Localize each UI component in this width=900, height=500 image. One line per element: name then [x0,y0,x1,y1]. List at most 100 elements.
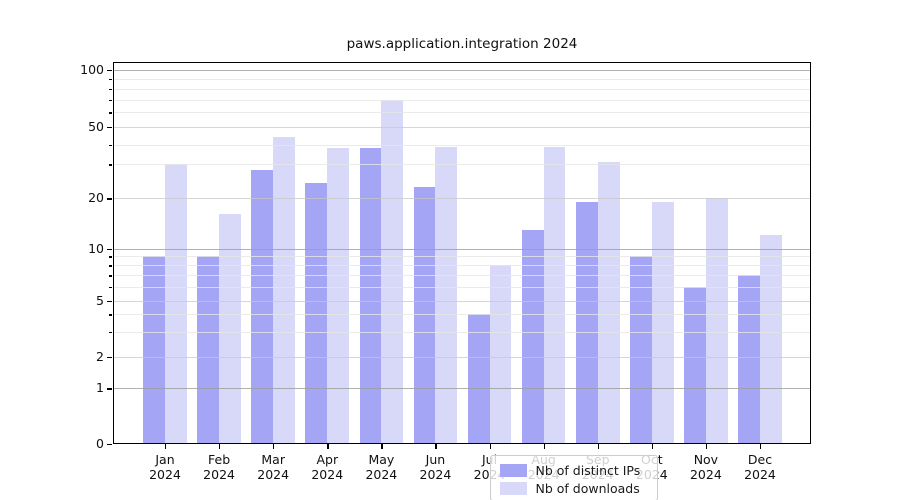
bar-distinct-ips-may [359,148,382,443]
gridline-y-40 [113,145,810,146]
x-label-month: Mar [261,452,285,467]
bar-downloads-apr [327,148,350,443]
gridline-y-8 [113,265,810,267]
bar-distinct-ips-apr [305,183,328,443]
x-tick-label-apr: Apr 2024 [295,452,359,482]
x-tick-nov [705,443,708,449]
x-tick-label-feb: Feb 2024 [187,452,251,482]
x-label-month: Feb [208,452,231,467]
x-label-month: Jan [155,452,175,467]
x-tick-sep [597,443,600,449]
y-minor-tick-9 [109,256,112,258]
bar-distinct-ips-feb [197,256,220,443]
x-label-year: 2024 [365,467,398,482]
bar-downloads-jul [489,265,512,443]
x-label-year: 2024 [744,467,776,482]
y-tick-1 [107,388,112,390]
x-label-month: Jun [425,452,446,467]
y-tick-10 [107,248,112,250]
x-tick-label-jun: Jun 2024 [403,452,467,482]
y-tick-label-2: 2 [96,349,104,364]
bar-distinct-ips-oct [630,256,652,443]
x-tick-label-mar: Mar 2024 [241,452,305,482]
x-tick-aug [543,443,545,449]
x-tick-may [381,443,383,449]
y-tick-label-20: 20 [88,190,104,206]
gridline-y-100 [113,70,810,71]
gridline-y-2 [113,357,810,358]
y-tick-0 [107,443,112,445]
gridline-y-7 [113,275,810,277]
x-tick-oct [651,443,654,449]
x-tick-label-may: May 2024 [349,452,413,482]
y-tick-label-0: 0 [96,435,104,451]
x-tick-jul [489,443,491,449]
y-minor-tick-8 [109,265,112,267]
gridline-y-1 [113,388,810,390]
bar-downloads-may [381,99,404,443]
gridline-y-10 [113,248,810,250]
y-minor-tick-3 [109,332,112,334]
legend-item-downloads: Nb of downloads [499,479,649,497]
y-tick-label-1: 1 [96,380,104,396]
y-tick-100 [107,70,112,72]
gridline-y-3 [113,332,810,334]
gridline-y-20 [113,198,810,200]
y-minor-tick-40 [109,145,112,147]
y-tick-label-100: 100 [80,62,104,77]
y-minor-tick-80 [109,88,112,90]
chart-title: paws.application.integration 2024 [346,36,578,52]
gridline-y-50 [113,127,810,128]
x-tick-label-jan: Jan 2024 [133,452,197,482]
gridline-y-60 [113,112,810,114]
x-tick-jan [165,443,167,449]
bar-distinct-ips-nov [684,286,706,443]
x-label-year: 2024 [203,467,235,482]
x-label-month: Nov [693,452,719,467]
x-tick-feb [219,443,221,449]
gridline-y-5 [113,300,810,302]
bar-distinct-ips-jul [467,314,490,443]
gridline-y-90 [113,78,810,80]
y-minor-tick-6 [109,286,112,289]
y-tick-5 [107,300,112,302]
x-tick-apr [327,443,329,449]
y-tick-label-10: 10 [88,240,104,256]
bar-distinct-ips-dec [738,275,760,443]
y-tick-label-50: 50 [88,119,104,134]
x-label-year: 2024 [311,467,344,482]
x-tick-label-dec: Dec 2024 [728,452,792,482]
bar-downloads-nov [705,198,728,443]
y-minor-tick-30 [109,164,112,166]
x-label-year: 2024 [689,467,722,482]
y-tick-2 [107,357,112,359]
x-tick-dec [759,443,762,449]
legend: Nb of distinct IPs Nb of downloads [489,455,658,500]
bar-downloads-feb [219,214,241,443]
legend-swatch-distinct-ips [499,463,527,477]
x-tick-mar [273,443,275,449]
legend-swatch-downloads [499,481,527,495]
bar-downloads-mar [273,137,295,443]
y-tick-20 [107,198,112,200]
gridline-y-4 [113,314,810,316]
plot-area: Nb of distinct IPs Nb of downloads [112,61,811,500]
bar-downloads-jan [165,164,187,443]
bar-distinct-ips-aug [521,229,544,443]
legend-label-downloads: Nb of downloads [535,480,640,496]
bar-downloads-sep [597,162,620,443]
bar-distinct-ips-sep [575,202,598,443]
bar-downloads-aug [543,146,566,443]
gridline-y-6 [113,286,810,288]
x-label-month: Dec [747,452,773,467]
x-tick-label-nov: Nov 2024 [674,452,738,482]
legend-item-distinct-ips: Nb of distinct IPs [499,461,649,479]
x-label-year: 2024 [419,467,452,482]
bar-downloads-jun [435,146,458,443]
gridline-y-9 [113,256,810,258]
x-label-year: 2024 [149,467,181,482]
x-label-year: 2024 [257,467,290,482]
bar-distinct-ips-jan [143,256,165,443]
x-label-month: Apr [316,452,339,467]
